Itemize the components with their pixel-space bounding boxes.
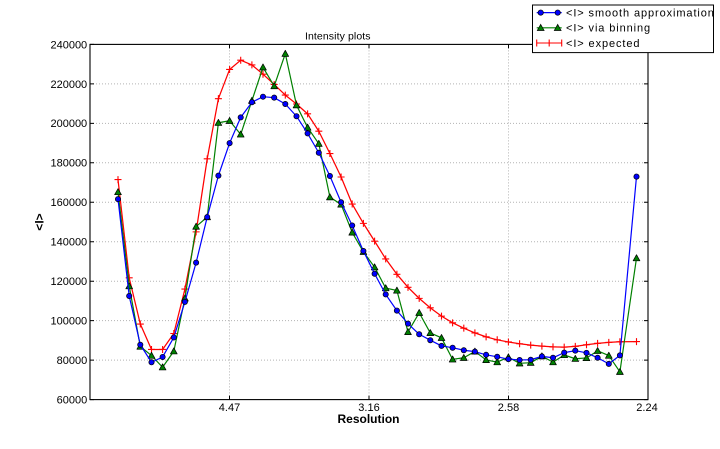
svg-text:80000: 80000 (57, 355, 88, 367)
svg-text:60000: 60000 (57, 395, 88, 407)
svg-text:220000: 220000 (50, 79, 87, 91)
svg-text:100000: 100000 (50, 316, 87, 328)
svg-text:<I> smooth approximation: <I> smooth approximation (566, 8, 715, 20)
svg-text:Intensity plots: Intensity plots (305, 31, 371, 43)
svg-text:3.16: 3.16 (358, 402, 379, 414)
svg-text:4.47: 4.47 (219, 402, 240, 414)
svg-text:2.58: 2.58 (498, 402, 519, 414)
svg-text:<I> via binning: <I> via binning (566, 23, 651, 35)
svg-text:200000: 200000 (50, 118, 87, 130)
svg-text:140000: 140000 (50, 237, 87, 249)
svg-text:Resolution: Resolution (338, 412, 400, 426)
svg-text:<I>: <I> (33, 213, 47, 230)
svg-text:2.24: 2.24 (636, 402, 657, 414)
svg-text:120000: 120000 (50, 276, 87, 288)
svg-text:160000: 160000 (50, 197, 87, 209)
svg-text:180000: 180000 (50, 158, 87, 170)
svg-text:<I> expected: <I> expected (566, 38, 640, 50)
svg-text:240000: 240000 (50, 39, 87, 51)
